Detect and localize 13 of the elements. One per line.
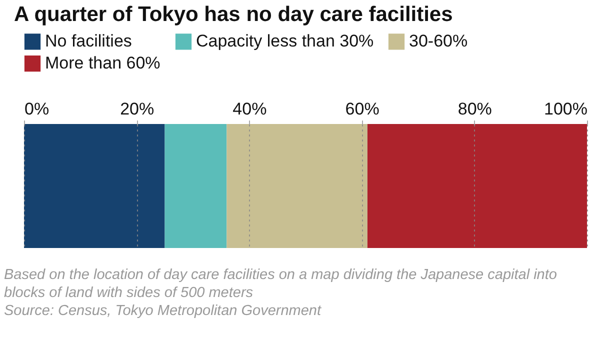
x-tick-label: 40% bbox=[232, 100, 267, 118]
chart-title: A quarter of Tokyo has no day care facilities bbox=[14, 3, 453, 26]
x-tick-label: 100% bbox=[544, 100, 588, 118]
source-note: Source: Census, Tokyo Metropolitan Government bbox=[4, 302, 322, 320]
legend-label: No facilities bbox=[45, 32, 132, 51]
x-tick-label: 80% bbox=[458, 100, 492, 118]
x-tick-label: 60% bbox=[345, 100, 380, 118]
x-tick-label: 0% bbox=[24, 100, 50, 118]
legend-label: More than 60% bbox=[45, 54, 160, 72]
legend-label: Capacity less than 30% bbox=[196, 32, 374, 51]
text: Based on the location of day care facilities on a map dividing the Japanese capital into blocks of land with sides of 500 meters bbox=[4, 266, 558, 302]
legend-label: 30-60% bbox=[409, 32, 468, 51]
x-tick-label: 20% bbox=[120, 100, 154, 118]
